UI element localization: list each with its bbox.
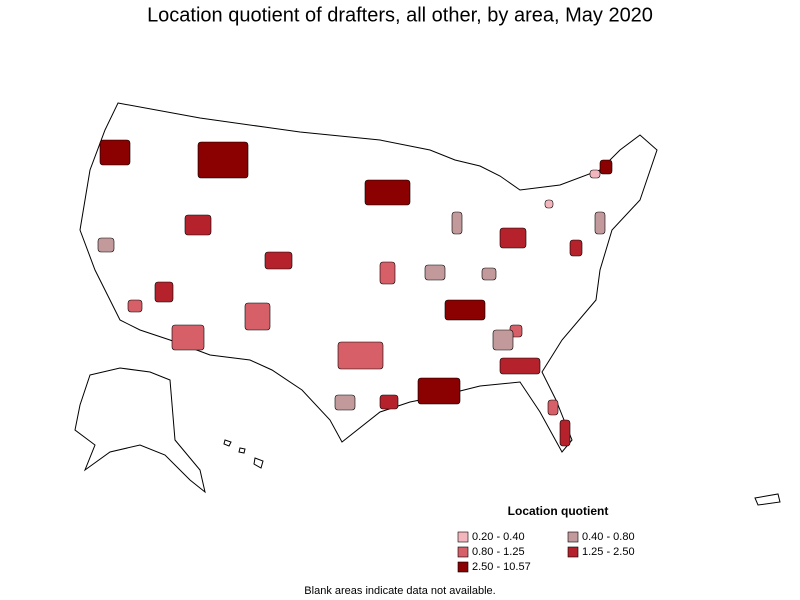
puerto-rico xyxy=(754,493,781,506)
area xyxy=(379,394,399,410)
legend: 0.20 - 0.40 0.40 - 0.80 0.80 - 1.25 1.25 - … xyxy=(457,531,635,573)
legend-title: Location quotient xyxy=(508,504,609,518)
area xyxy=(127,299,143,313)
area xyxy=(481,267,497,281)
area xyxy=(364,179,411,206)
area xyxy=(334,394,356,411)
area-highlights xyxy=(97,139,613,447)
area xyxy=(544,199,554,209)
area xyxy=(492,329,514,351)
legend-label: 0.40 - 0.80 xyxy=(582,531,635,543)
area xyxy=(417,377,461,405)
area xyxy=(547,399,559,416)
legend-swatch xyxy=(457,561,469,573)
area xyxy=(444,299,486,321)
area xyxy=(499,227,527,249)
legend-label: 0.80 - 1.25 xyxy=(472,546,525,558)
area xyxy=(451,211,463,235)
legend-swatch xyxy=(567,546,579,558)
area xyxy=(264,251,293,270)
area xyxy=(99,139,131,166)
area xyxy=(594,211,606,235)
area xyxy=(599,159,613,175)
area xyxy=(154,281,174,303)
area xyxy=(171,324,205,351)
area xyxy=(559,419,571,447)
area xyxy=(244,302,271,331)
area xyxy=(379,261,396,285)
legend-label: 0.20 - 0.40 xyxy=(472,531,525,543)
area xyxy=(184,214,212,236)
footnote: Blank areas indicate data not available. xyxy=(304,585,495,597)
area xyxy=(569,239,583,257)
legend-label: 1.25 - 2.50 xyxy=(582,546,635,558)
hawaii xyxy=(223,439,264,469)
map-title: Location quotient of drafters, all other… xyxy=(147,4,653,26)
area xyxy=(589,169,601,179)
area xyxy=(337,341,384,370)
area xyxy=(197,141,249,179)
area xyxy=(499,357,541,375)
legend-swatch xyxy=(567,531,579,543)
alaska xyxy=(74,367,206,494)
area xyxy=(97,237,115,253)
area xyxy=(424,264,446,281)
legend-label: 2.50 - 10.57 xyxy=(472,561,531,573)
land xyxy=(74,102,781,506)
legend-swatch xyxy=(457,546,469,558)
legend-swatch xyxy=(457,531,469,543)
